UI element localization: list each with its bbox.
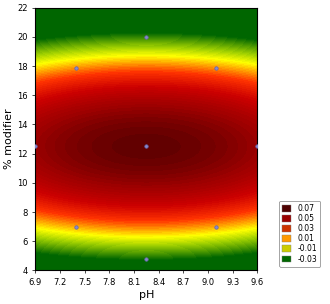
Legend: 0.07, 0.05, 0.03, 0.01, -0.01, -0.03: 0.07, 0.05, 0.03, 0.01, -0.01, -0.03	[279, 201, 320, 267]
X-axis label: pH: pH	[139, 290, 154, 300]
Y-axis label: % modifier: % modifier	[4, 109, 14, 169]
